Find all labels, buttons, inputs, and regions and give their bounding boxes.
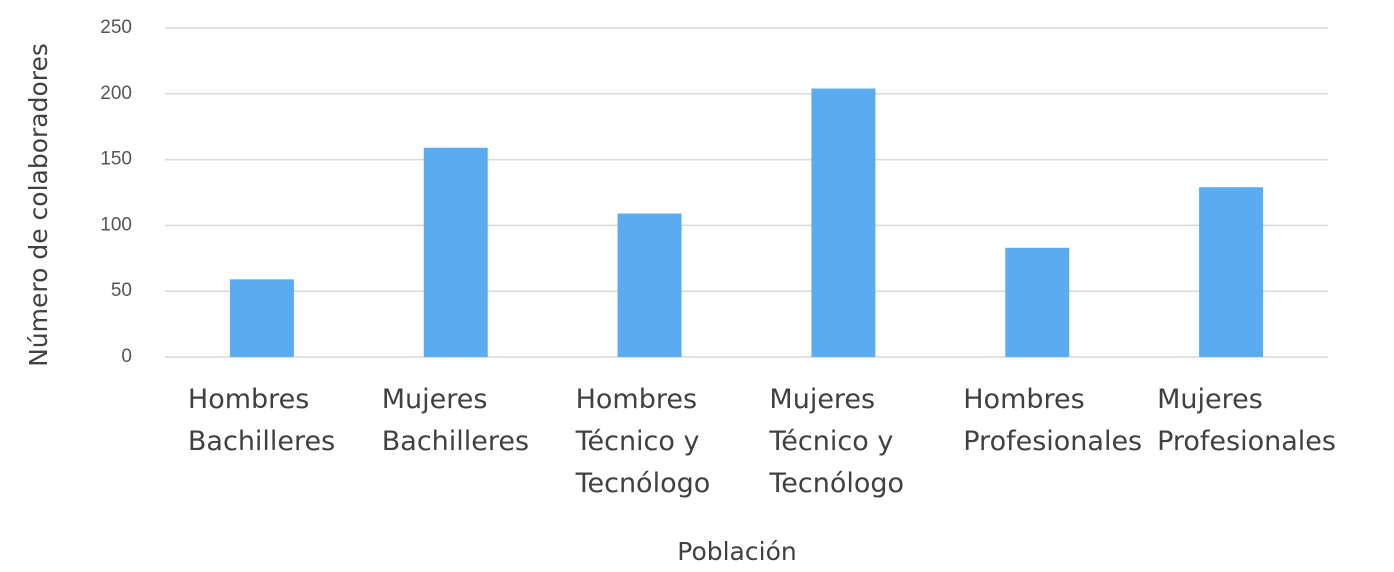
y-tick-label: 50 <box>111 280 132 301</box>
bar <box>1005 247 1070 357</box>
x-tick-label: Hombres Profesionales <box>963 384 1142 457</box>
x-tick-label: Mujeres Profesionales <box>1157 384 1336 457</box>
y-axis-label: Número de colaboradores <box>24 43 53 367</box>
bar <box>617 213 682 357</box>
x-tick-label: Mujeres Técnico y Tecnólogo <box>768 384 904 499</box>
x-tick-label: Hombres Bachilleres <box>188 384 335 457</box>
y-tick-label: 150 <box>100 149 132 170</box>
x-axis-label: Población <box>677 537 796 566</box>
bar <box>1199 187 1264 357</box>
y-tick-label: 200 <box>100 83 132 104</box>
x-tick-label: Mujeres Bachilleres <box>382 384 529 457</box>
y-tick-label: 100 <box>100 214 132 235</box>
y-tick-label: 0 <box>121 346 132 367</box>
bar <box>811 88 876 357</box>
bar <box>229 279 294 357</box>
y-tick-label: 250 <box>100 17 132 38</box>
x-tick-label: Hombres Técnico y Tecnólogo <box>575 384 711 499</box>
bar <box>423 147 488 357</box>
